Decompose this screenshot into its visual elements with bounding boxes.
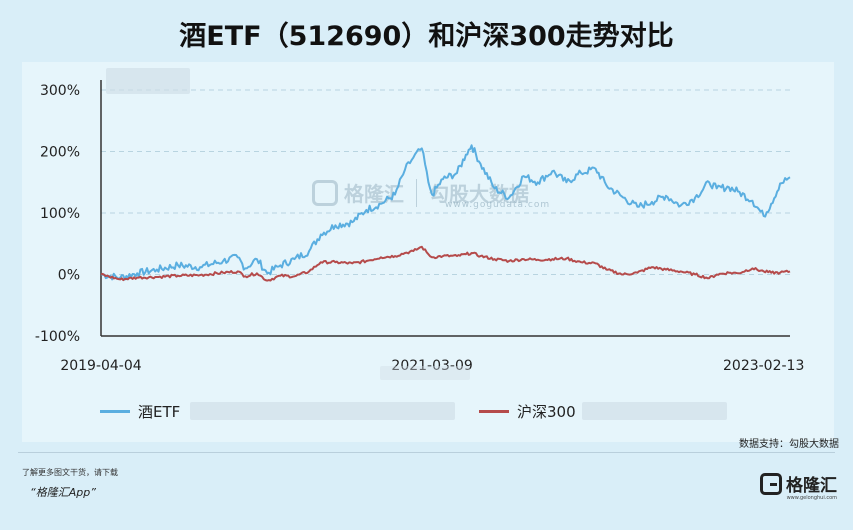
watermark-divider [416, 178, 417, 207]
blurred-annotation [380, 366, 470, 380]
brand-logo-icon [760, 472, 782, 495]
legend-hs300: 沪深300 [479, 400, 576, 422]
legend-swatch-hs300 [479, 409, 509, 413]
x-tick-label: 2019-04-04 [60, 358, 141, 374]
legend-swatch-etf [100, 409, 130, 413]
footer-divider [18, 452, 835, 453]
y-tick-label: -100% [35, 329, 80, 345]
legend-etf: 酒ETF [100, 400, 180, 422]
x-tick-label: 2021-03-09 [391, 358, 472, 374]
chart-title: 酒ETF（512690）和沪深300走势对比 [179, 21, 674, 52]
blurred-annotation [582, 402, 727, 420]
x-tick-label: 2023-02-13 [723, 358, 804, 374]
brand-logo: 格隆汇 www.gelonghui.com [760, 471, 837, 501]
brand-logo-url: www.gelonghui.com [786, 495, 837, 501]
data-source: 数据支持：勾股大数据 [739, 439, 839, 450]
brand-logo-text: 格隆汇 [786, 476, 837, 496]
y-tick-label: 0% [58, 268, 80, 284]
watermark-url: www.gogudata.com [445, 200, 551, 210]
footer-app-name: “格隆汇App” [30, 486, 96, 499]
blurred-annotation [190, 402, 455, 420]
chart-panel [22, 62, 834, 442]
legend-label-etf: 酒ETF [138, 402, 181, 421]
blurred-annotation [106, 68, 190, 94]
y-tick-label: 200% [40, 145, 80, 161]
series-line-hs300 [100, 245, 791, 282]
y-tick-label: 300% [40, 83, 80, 99]
y-tick-label: 100% [40, 206, 80, 222]
watermark-logo-icon [312, 179, 338, 206]
legend-label-hs300: 沪深300 [517, 402, 576, 421]
series-line-etf [100, 144, 791, 281]
footer-prompt: 了解更多图文干货，请下载 [22, 468, 118, 477]
